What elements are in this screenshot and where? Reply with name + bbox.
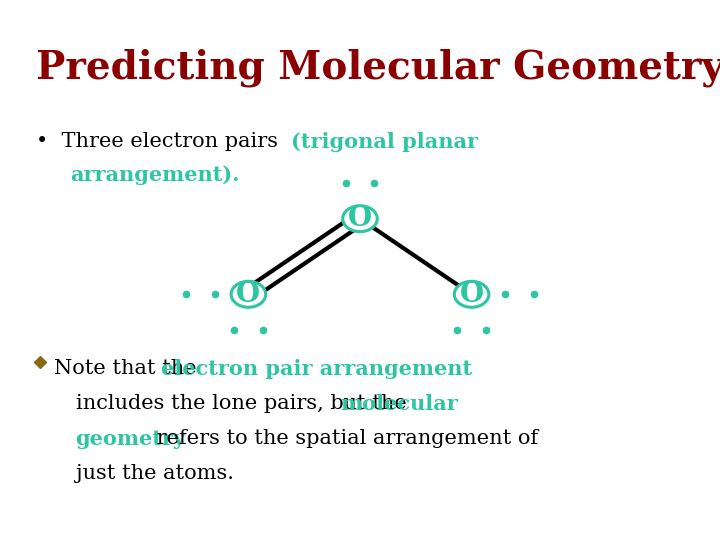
Text: O: O xyxy=(348,205,372,232)
Text: geometry: geometry xyxy=(76,429,186,449)
Text: arrangement).: arrangement). xyxy=(71,165,240,185)
Text: O: O xyxy=(459,281,484,308)
Text: Predicting Molecular Geometry: Predicting Molecular Geometry xyxy=(36,49,720,87)
Text: includes the lone pairs, but the: includes the lone pairs, but the xyxy=(76,394,413,413)
Text: Note that the: Note that the xyxy=(54,359,203,378)
Text: just the atoms.: just the atoms. xyxy=(76,464,233,483)
Text: refers to the spatial arrangement of: refers to the spatial arrangement of xyxy=(150,429,539,448)
Text: electron pair arrangement: electron pair arrangement xyxy=(161,359,472,379)
Text: •  Three electron pairs: • Three electron pairs xyxy=(36,132,284,151)
Circle shape xyxy=(343,206,377,232)
Text: molecular: molecular xyxy=(341,394,459,414)
Circle shape xyxy=(231,281,266,307)
Text: O: O xyxy=(236,281,261,308)
Text: (trigonal planar: (trigonal planar xyxy=(291,132,478,152)
Circle shape xyxy=(454,281,489,307)
